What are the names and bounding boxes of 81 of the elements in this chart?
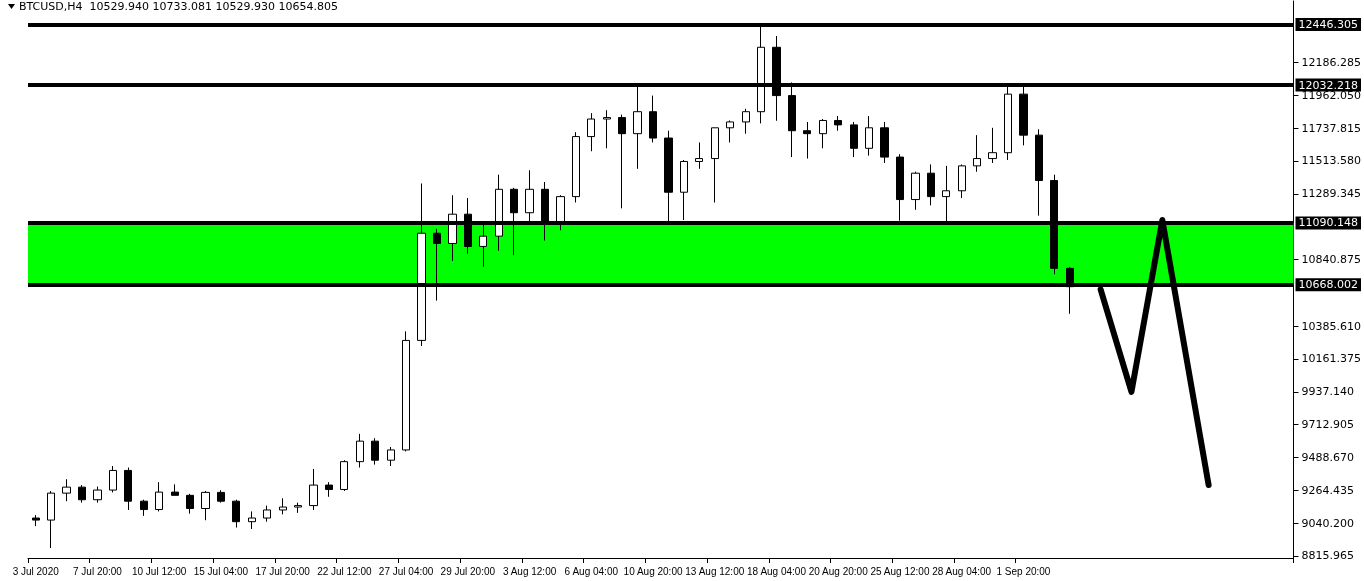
ref-line-label: 12032.218 — [1298, 78, 1359, 92]
candlestick — [340, 459, 348, 492]
candlestick — [572, 131, 580, 203]
candlestick — [865, 115, 873, 157]
y-tick-label: 12186.285 — [1301, 55, 1362, 69]
x-tick-label: 22 Jul 12:00 — [317, 565, 373, 577]
x-tick-label: 10 Jul 12:00 — [131, 565, 187, 577]
candlestick — [726, 119, 734, 143]
x-tick-label: 1 Sep 20:00 — [996, 565, 1051, 577]
candlestick — [93, 486, 102, 504]
x-tick-label: 20 Aug 20:00 — [808, 565, 869, 577]
candlestick — [958, 163, 966, 199]
candlestick — [263, 505, 271, 523]
x-tick-label: 13 Aug 12:00 — [685, 565, 745, 577]
x-tick-label: 25 Aug 12:00 — [870, 565, 930, 577]
candlestick — [279, 497, 287, 515]
y-tick-label: 11513.580 — [1301, 154, 1362, 168]
candlestick — [217, 489, 225, 504]
candlestick — [1035, 128, 1043, 217]
x-tick-label: 6 Aug 04:00 — [564, 565, 619, 577]
y-tick-label: 10161.375 — [1301, 352, 1362, 366]
candlestick — [911, 171, 920, 211]
y-tick-label: 9040.200 — [1301, 516, 1355, 530]
x-tick-label: 3 Jul 2020 — [12, 565, 60, 577]
ref-line-label: 11090.148 — [1298, 216, 1359, 230]
y-tick-label: 10840.875 — [1301, 252, 1362, 266]
candlestick — [618, 114, 626, 209]
candlestick — [109, 465, 117, 493]
y-tick-label: 10385.610 — [1301, 319, 1362, 333]
y-tick-label: 11289.345 — [1301, 187, 1362, 201]
y-tick-label: 9264.435 — [1301, 483, 1355, 497]
candlestick — [850, 121, 858, 158]
candlestick — [387, 446, 395, 467]
candlestick — [248, 510, 256, 530]
chart-title: BTCUSD,H4 10529.940 10733.081 10529.930 10654.805 — [19, 0, 338, 13]
candlestick — [47, 490, 55, 549]
candlestick — [371, 437, 379, 466]
x-tick-label: 7 Jul 20:00 — [72, 565, 123, 577]
candlestick — [171, 483, 179, 496]
x-tick-label: 28 Aug 04:00 — [932, 565, 992, 577]
candlestick — [603, 109, 611, 149]
candlestick — [124, 467, 132, 511]
x-tick-label: 3 Aug 12:00 — [502, 565, 557, 577]
y-tick-label: 8815.965 — [1301, 549, 1355, 563]
candlestick — [803, 121, 811, 160]
candlestick — [186, 493, 194, 515]
y-tick-label: 11737.815 — [1301, 121, 1362, 135]
candlestick — [402, 330, 410, 452]
candlestick — [309, 468, 318, 511]
candlestick — [155, 481, 163, 512]
y-tick-label: 9712.905 — [1301, 418, 1355, 432]
candlestick — [294, 502, 302, 514]
y-tick-label: 9488.670 — [1301, 450, 1355, 464]
candlestick — [695, 141, 703, 170]
candlestick — [880, 121, 889, 164]
candlestick — [988, 127, 997, 164]
candlestick — [356, 433, 364, 469]
candlestick — [834, 115, 842, 132]
x-tick-label: 18 Aug 04:00 — [747, 565, 807, 577]
x-tick-label: 10 Aug 20:00 — [623, 565, 683, 577]
x-tick-label: 29 Jul 20:00 — [440, 565, 496, 577]
ref-line-label: 10668.002 — [1298, 278, 1359, 292]
x-tick-label: 15 Jul 04:00 — [193, 565, 249, 577]
candlestick — [587, 112, 595, 152]
candlestick — [927, 163, 935, 206]
candlestick — [711, 127, 719, 203]
candlestick — [32, 514, 40, 527]
candlestick — [140, 499, 148, 517]
candlestick — [62, 478, 71, 502]
candlestick — [819, 118, 827, 149]
x-tick-label: 17 Jul 20:00 — [255, 565, 311, 577]
x-tick-label: 27 Jul 04:00 — [378, 565, 434, 577]
candlestick — [201, 490, 210, 521]
candlestick — [742, 108, 750, 135]
candlestick — [325, 481, 333, 498]
candlestick — [232, 499, 240, 529]
y-tick-label: 9937.140 — [1301, 385, 1355, 399]
candlestick — [649, 95, 657, 143]
candlestick — [78, 484, 86, 504]
candlestick — [973, 134, 981, 173]
ref-line-label: 12446.305 — [1298, 17, 1359, 31]
